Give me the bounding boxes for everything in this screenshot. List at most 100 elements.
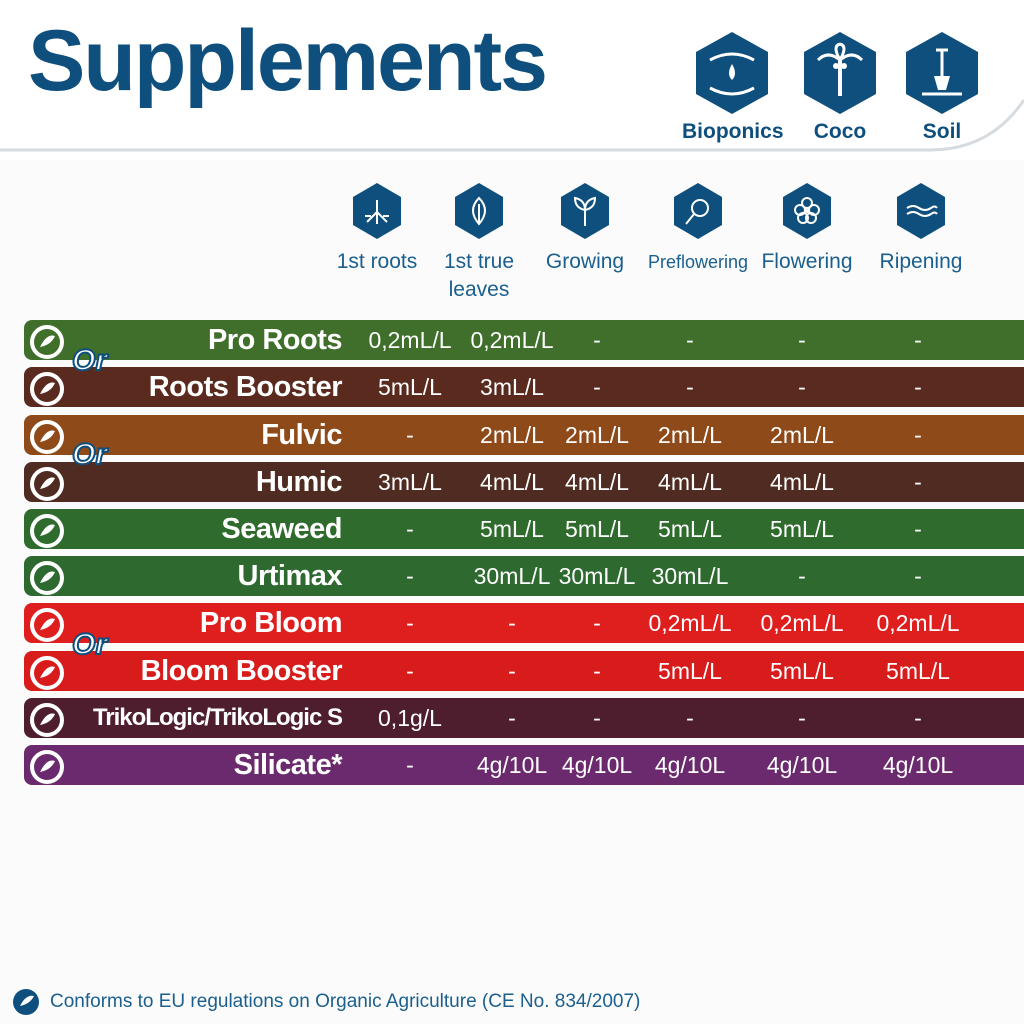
dose-cell: 4mL/L <box>480 469 544 495</box>
dose-cell: 0,2mL/L <box>876 610 960 636</box>
dose-cell: 5mL/L <box>770 658 834 684</box>
or-label: Or <box>71 627 108 662</box>
dose-cell: 4g/10L <box>476 752 548 778</box>
product-name: Pro Roots <box>207 324 343 356</box>
dose-cell: - <box>798 327 806 353</box>
dose-cell: - <box>798 705 806 731</box>
dose-cell: - <box>593 610 601 636</box>
product-name: Bloom Booster <box>140 655 343 687</box>
dose-cell: - <box>406 658 414 684</box>
stage-ripening: Ripening <box>866 182 976 276</box>
dose-cell: 0,2mL/L <box>760 610 844 636</box>
medium-label: Soil <box>922 120 962 143</box>
dose-cell: - <box>593 658 601 684</box>
dose-cell: - <box>914 563 922 589</box>
medium-label: Coco <box>813 120 867 143</box>
product-row: Pro Bloom - - - 0,2mL/L 0,2mL/L 0,2mL/L <box>24 603 1024 643</box>
product-badge-icon <box>30 372 64 406</box>
dose-cell: - <box>686 327 694 353</box>
product-name: Silicate* <box>233 749 343 781</box>
medium-coco: Coco <box>790 30 890 144</box>
product-row: Bloom Booster - - - 5mL/L 5mL/L 5mL/L <box>24 651 1024 691</box>
dose-cell: - <box>914 374 922 400</box>
product-badge-icon <box>30 656 64 690</box>
dose-cell: - <box>406 610 414 636</box>
dose-cell: - <box>406 422 414 448</box>
product-name: Fulvic <box>261 419 342 451</box>
dose-cell: 0,2mL/L <box>470 327 554 353</box>
dose-cell: - <box>914 705 922 731</box>
product-badge-icon <box>30 420 64 454</box>
ripening-icon <box>897 183 945 239</box>
dose-cell: 0,1g/L <box>378 705 442 731</box>
product-row: Pro Roots 0,2mL/L 0,2mL/L - - - - <box>24 320 1024 360</box>
product-row: Fulvic - 2mL/L 2mL/L 2mL/L 2mL/L - <box>24 415 1024 455</box>
dose-cell: - <box>914 422 922 448</box>
product-name: Humic <box>255 466 343 498</box>
dose-cell: - <box>593 374 601 400</box>
dose-cell: - <box>914 516 922 542</box>
leaf-icon <box>455 183 503 239</box>
dose-cell: - <box>406 516 414 542</box>
dose-cell: - <box>593 327 601 353</box>
stage-1st-true-leaves: 1st true leaves <box>424 182 534 304</box>
dose-cell: 4g/10L <box>561 752 633 778</box>
dose-cell: 4g/10L <box>766 752 838 778</box>
dose-cell: - <box>508 705 516 731</box>
dose-cell: 4mL/L <box>658 469 722 495</box>
product-badge-icon <box>30 325 64 359</box>
medium-soil: Soil <box>892 30 992 144</box>
product-badge-icon <box>30 561 64 595</box>
stage-label-line1: 1st true <box>443 250 515 273</box>
stage-label: 1st roots <box>336 250 418 273</box>
stage-label: Ripening <box>879 250 963 273</box>
product-name: TrikoLogic/TrikoLogic S <box>92 704 343 731</box>
palm-tree-icon <box>804 32 876 114</box>
stage-label: 1st true leaves <box>424 248 534 304</box>
dose-cell: 5mL/L <box>565 516 629 542</box>
product-badge-icon <box>30 703 64 737</box>
dose-cell: 2mL/L <box>658 422 722 448</box>
flower-icon <box>783 183 831 239</box>
dose-cell: - <box>406 563 414 589</box>
dose-cell: - <box>798 374 806 400</box>
dose-cell: - <box>593 705 601 731</box>
dose-cell: - <box>508 658 516 684</box>
dose-cell: 30mL/L <box>558 563 636 589</box>
or-label: Or <box>71 343 108 378</box>
dose-cell: - <box>686 374 694 400</box>
dose-cell: 5mL/L <box>378 374 442 400</box>
dose-cell: 0,2mL/L <box>368 327 452 353</box>
dose-cell: 4g/10L <box>654 752 726 778</box>
product-badge-icon <box>30 467 64 501</box>
product-row: Urtimax - 30mL/L 30mL/L 30mL/L - - <box>24 556 1024 596</box>
dose-cell: 30mL/L <box>651 563 729 589</box>
dose-cell: - <box>406 752 414 778</box>
product-name: Urtimax <box>237 560 343 592</box>
dose-cell: 4mL/L <box>565 469 629 495</box>
dose-cell: - <box>914 327 922 353</box>
stage-flowering: Flowering <box>752 182 862 276</box>
product-row: Seaweed - 5mL/L 5mL/L 5mL/L 5mL/L - <box>24 509 1024 549</box>
stage-1st-roots: 1st roots <box>322 182 432 276</box>
stage-preflowering: Preflowering <box>643 182 753 276</box>
shovel-icon <box>906 32 978 114</box>
stage-label-line2: leaves <box>448 278 510 301</box>
stage-label: Growing <box>545 250 625 273</box>
dose-cell: 2mL/L <box>770 422 834 448</box>
dose-cell: 30mL/L <box>473 563 551 589</box>
dose-cell: 3mL/L <box>480 374 544 400</box>
product-name: Pro Bloom <box>199 607 343 639</box>
medium-label: Bioponics <box>682 120 784 143</box>
dose-cell: - <box>914 469 922 495</box>
footer-note: Conforms to EU regulations on Organic Ag… <box>50 991 641 1012</box>
roots-icon <box>353 183 401 239</box>
product-badge-icon <box>30 608 64 642</box>
dose-cell: - <box>508 610 516 636</box>
bud-icon <box>674 183 722 239</box>
dose-cell: 4mL/L <box>770 469 834 495</box>
dose-cell: 0,2mL/L <box>648 610 732 636</box>
dose-cell: 3mL/L <box>378 469 442 495</box>
dose-cell: 5mL/L <box>886 658 950 684</box>
dose-cell: 2mL/L <box>480 422 544 448</box>
